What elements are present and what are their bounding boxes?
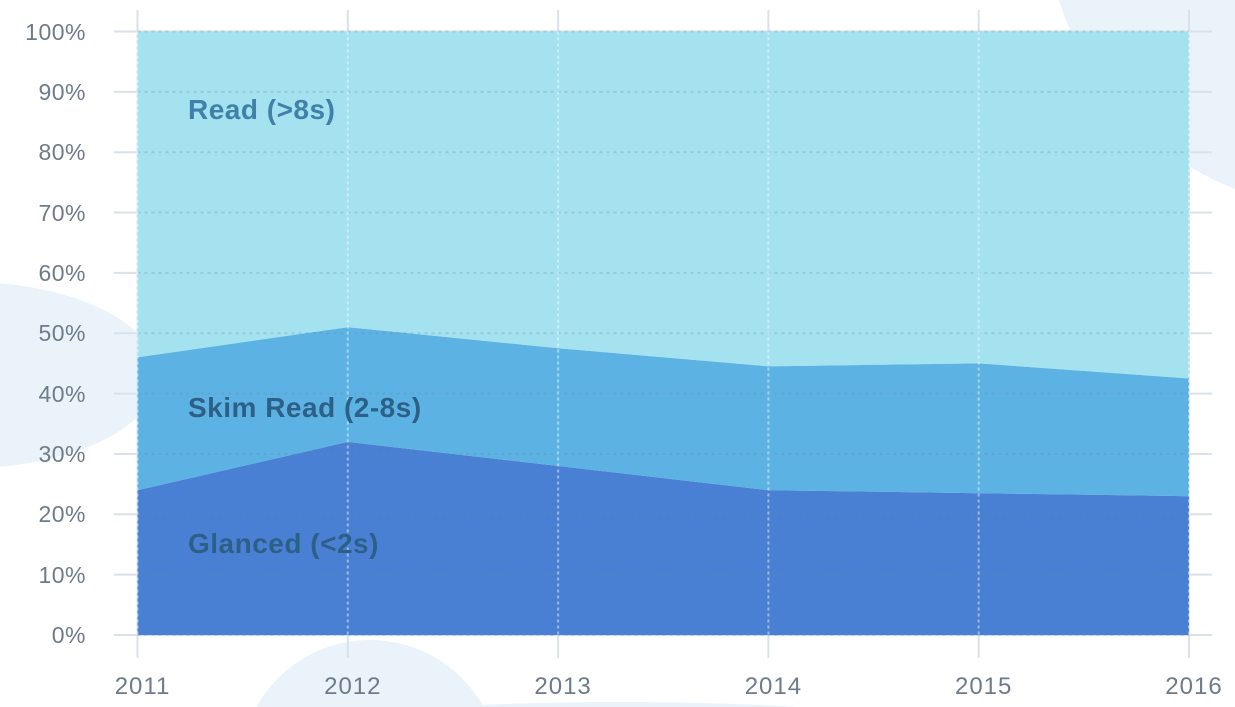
annotation-read: Read (>8s): [188, 94, 336, 125]
area-skim-read: [137, 327, 1189, 497]
annotation-skim-read: Skim Read (2-8s): [188, 392, 422, 423]
y-tick-label: 60%: [38, 259, 86, 286]
y-tick-label: 50%: [38, 320, 86, 347]
x-tick-label: 2013: [534, 673, 592, 700]
x-tick-label: 2011: [114, 673, 171, 700]
x-tick-label: 2014: [744, 673, 803, 700]
y-tick-label: 100%: [25, 18, 86, 45]
y-tick-label: 20%: [38, 501, 86, 528]
y-tick-label: 80%: [38, 139, 86, 166]
x-tick-label: 2015: [954, 673, 1013, 700]
area-glanced: [137, 441, 1189, 635]
y-tick-label: 90%: [38, 78, 86, 105]
y-tick-label: 70%: [38, 199, 86, 226]
area-read: [137, 31, 1189, 379]
x-tick-label: 2012: [324, 673, 382, 700]
y-tick-label: 40%: [38, 380, 86, 407]
y-tick-label: 0%: [51, 622, 86, 648]
annotation-glanced: Glanced (<2s): [188, 528, 379, 559]
y-tick-label: 30%: [38, 440, 86, 467]
x-tick-label: 2016: [1165, 673, 1223, 700]
y-tick-label: 10%: [38, 561, 86, 588]
background-blob-bottom-strip: [0, 702, 1235, 707]
